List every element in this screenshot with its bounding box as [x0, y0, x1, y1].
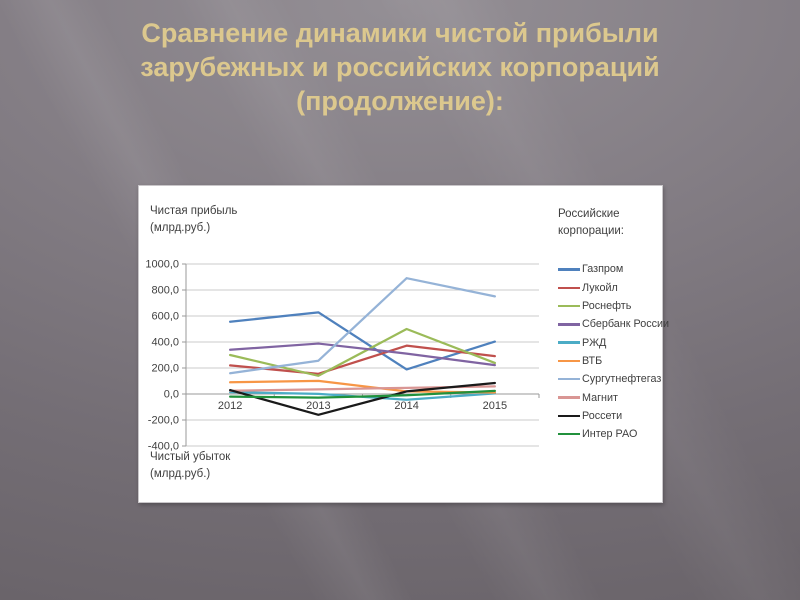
- y-tick-label: 1000,0: [145, 259, 179, 271]
- y-tick-label: -200,0: [148, 415, 179, 427]
- legend-swatch: [558, 414, 580, 418]
- legend-swatch: [558, 396, 580, 399]
- legend-item: ВТБ: [558, 352, 662, 370]
- series-line: [229, 311, 496, 371]
- legend-swatch: [558, 432, 580, 436]
- y-tick-label: 800,0: [151, 285, 179, 297]
- x-tick-label: 2014: [394, 400, 418, 412]
- y-tick-label: 0,0: [164, 389, 179, 401]
- legend-item: Россети: [558, 407, 662, 425]
- slide-title-line-2: зарубежных и российских корпораций: [140, 52, 660, 83]
- legend-item: Лукойл: [558, 279, 662, 297]
- legend-item: Роснефть: [558, 297, 662, 315]
- x-tick-label: 2012: [218, 400, 242, 412]
- y-tick-label: 200,0: [151, 363, 179, 375]
- legend-label: Магнит: [582, 391, 618, 404]
- series-line: [229, 277, 496, 375]
- series-line: [229, 344, 496, 375]
- legend-item: РЖД: [558, 334, 662, 352]
- series-line: [229, 342, 496, 367]
- legend-item: Магнит: [558, 388, 662, 406]
- legend-label: Интер РАО: [582, 428, 638, 441]
- legend-label: Лукойл: [582, 281, 618, 294]
- series-line: [229, 327, 496, 377]
- legend-items: Газпром Лукойл Роснефть Сбербанк России РЖД В…: [558, 260, 669, 443]
- x-tick-label: 2013: [306, 400, 330, 412]
- legend-label: РЖД: [582, 336, 607, 349]
- series-line: [229, 389, 496, 399]
- legend-swatch: [558, 359, 580, 363]
- slide-title-line-3: (продолжение):: [296, 86, 504, 117]
- legend-label: Роснефть: [582, 300, 632, 313]
- legend-swatch: [558, 323, 580, 326]
- legend-swatch: [558, 378, 580, 381]
- legend-title: Российские корпорации:: [558, 208, 624, 237]
- legend-label: Россети: [582, 409, 623, 422]
- legend-item: Сургутнефтегаз: [558, 370, 662, 388]
- series-line: [229, 381, 496, 416]
- legend-label: ВТБ: [582, 354, 603, 367]
- series-line: [229, 379, 496, 394]
- legend-swatch: [558, 268, 580, 271]
- legend-item: Сбербанк России: [558, 315, 669, 333]
- chart-panel: Чистая прибыль (млрд.руб.) 1000,0 800,0 60…: [138, 185, 669, 503]
- y-axis-title: Чистая прибыль (млрд.руб.): [150, 205, 238, 234]
- legend-label: Сургутнефтегаз: [582, 373, 662, 386]
- x-tick-label: 2015: [483, 400, 507, 412]
- legend-swatch: [558, 341, 580, 344]
- y-tick-label: 400,0: [151, 337, 179, 349]
- loss-axis-title: Чистый убыток (млрд.руб.): [150, 451, 231, 480]
- legend-swatch: [558, 304, 580, 308]
- legend-swatch: [558, 286, 580, 289]
- legend-label: Газпром: [582, 263, 624, 276]
- plot-svg: 1000,0 800,0 600,0 400,0 200,0 0,0 -200,0 -400,…: [145, 259, 540, 453]
- y-tick-label: 600,0: [151, 311, 179, 323]
- slide-title-line-1: Сравнение динамики чистой прибыли: [141, 18, 659, 48]
- legend-label: Сбербанк России: [582, 318, 670, 331]
- legend-item: Интер РАО: [558, 425, 662, 443]
- slide-title: Сравнение динамики чистой прибыли зарубе…: [0, 16, 800, 118]
- legend: Российские корпорации: Газпром Лукойл Росн…: [558, 206, 669, 443]
- legend-item: Газпром: [558, 260, 662, 278]
- y-tick-label: -400,0: [148, 441, 179, 453]
